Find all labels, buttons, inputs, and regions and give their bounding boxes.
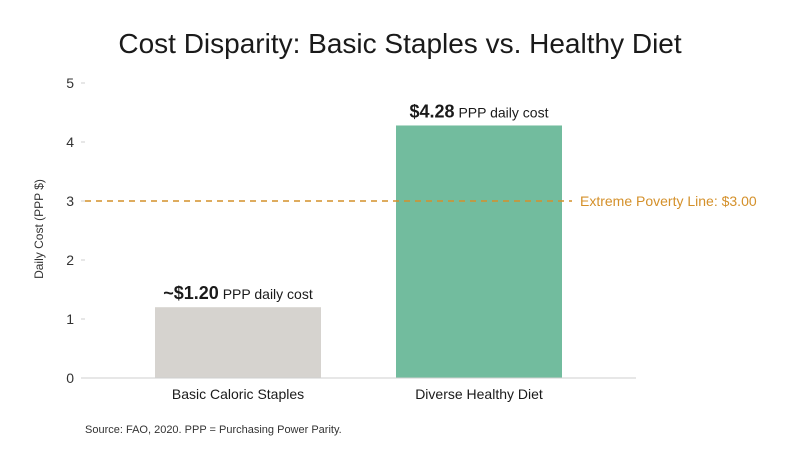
bar-basic-caloric-staples: [155, 307, 321, 378]
y-tick-group: 0 1 2 3 4 5: [66, 75, 85, 386]
bar-value-amount: $4.28: [410, 101, 455, 121]
source-note: Source: FAO, 2020. PPP = Purchasing Powe…: [85, 424, 342, 436]
poverty-line-label: Extreme Poverty Line: $3.00: [580, 193, 757, 209]
reference-line-group: Extreme Poverty Line: $3.00: [85, 193, 757, 209]
bar-value-amount: ~$1.20: [163, 283, 219, 303]
y-tick-label: 3: [66, 193, 74, 209]
bar-group: ~$1.20 PPP daily cost$4.28 PPP daily cos…: [155, 101, 562, 378]
bar-value-label: ~$1.20 PPP daily cost: [163, 283, 313, 303]
y-tick-label: 1: [66, 311, 74, 327]
bar-value-label: $4.28 PPP daily cost: [410, 101, 549, 121]
bar-value-suffix: PPP daily cost: [219, 286, 313, 302]
bar-value-suffix: PPP daily cost: [455, 104, 549, 120]
bar-diverse-healthy-diet: [396, 125, 562, 378]
chart-title: Cost Disparity: Basic Staples vs. Health…: [118, 28, 682, 59]
y-tick-label: 5: [66, 75, 74, 91]
x-tick-group: Basic Caloric Staples Diverse Healthy Die…: [172, 386, 543, 402]
x-tick-label: Basic Caloric Staples: [172, 386, 304, 402]
y-tick-label: 2: [66, 252, 74, 268]
y-axis-label: Daily Cost (PPP $): [32, 179, 46, 279]
y-tick-label: 4: [66, 134, 74, 150]
x-tick-label: Diverse Healthy Diet: [415, 386, 543, 402]
y-tick-label: 0: [66, 370, 74, 386]
